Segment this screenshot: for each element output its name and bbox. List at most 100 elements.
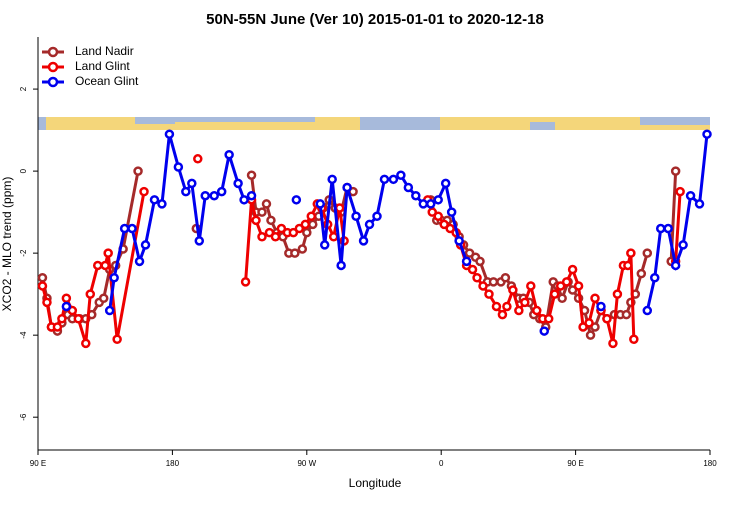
data-point <box>584 318 594 328</box>
data-point <box>649 272 660 283</box>
y-tick-label: -2 <box>19 249 28 257</box>
data-point <box>621 309 632 320</box>
data-point <box>297 244 308 254</box>
data-point <box>702 129 712 139</box>
data-point <box>555 281 566 291</box>
legend-marker <box>47 61 59 73</box>
data-point <box>157 199 167 209</box>
data-point <box>578 322 588 332</box>
data-point <box>636 268 647 279</box>
data-point <box>57 314 67 324</box>
data-point <box>549 289 560 299</box>
data-point <box>42 297 52 308</box>
data-point <box>557 293 567 304</box>
legend-marker <box>47 46 59 58</box>
data-point <box>439 219 449 230</box>
series-line <box>41 191 682 344</box>
data-point <box>257 207 267 217</box>
data-point <box>502 301 512 312</box>
data-point <box>61 293 72 304</box>
data-point <box>379 174 390 185</box>
legend-label: Ocean Glint <box>75 74 139 88</box>
data-point <box>685 190 696 201</box>
data-point <box>139 186 149 197</box>
data-point <box>590 322 600 332</box>
data-point <box>532 305 542 316</box>
data-point <box>425 199 436 209</box>
data-point <box>61 301 72 312</box>
data-point <box>461 256 472 267</box>
ocean-patch <box>640 117 710 125</box>
data-point <box>484 289 494 299</box>
data-point <box>561 277 572 287</box>
data-point <box>270 231 281 242</box>
data-point <box>351 211 361 221</box>
data-point <box>327 174 337 185</box>
y-tick-label: -4 <box>19 331 28 339</box>
data-point <box>467 264 478 275</box>
data-point <box>472 272 482 283</box>
x-axis-label: Longitude <box>349 476 402 490</box>
data-point <box>411 190 421 201</box>
data-point <box>590 293 600 304</box>
data-point <box>567 264 578 275</box>
data-point <box>642 248 653 258</box>
data-point <box>246 170 257 180</box>
data-point <box>133 166 143 176</box>
data-point <box>193 154 203 164</box>
data-point <box>92 260 103 271</box>
chart-title: 50N-55N June (Ver 10) 2015-01-01 to 2020… <box>206 11 544 28</box>
data-point <box>216 186 227 197</box>
data-point <box>187 178 197 189</box>
ocean-patch <box>530 122 555 130</box>
data-point <box>112 334 122 345</box>
data-point <box>291 195 302 205</box>
data-point <box>119 223 130 234</box>
data-point <box>678 240 688 250</box>
data-point <box>623 260 633 271</box>
data-point <box>306 211 317 221</box>
data-point <box>629 334 639 345</box>
data-point <box>520 297 530 308</box>
x-tick-label: 90 E <box>30 459 46 468</box>
data-point <box>364 219 375 230</box>
data-point <box>539 326 549 336</box>
y-tick-label: 0 <box>19 168 28 173</box>
data-point <box>433 195 443 205</box>
data-point <box>655 223 666 234</box>
y-axis-label: XCO2 - MLO trend (ppm) <box>0 177 14 312</box>
data-point <box>403 182 414 193</box>
data-point <box>488 277 499 287</box>
data-point <box>478 281 488 291</box>
data-point <box>418 199 429 209</box>
data-point <box>612 289 623 299</box>
data-point <box>104 305 115 316</box>
data-point <box>500 272 511 283</box>
data-point <box>642 305 653 316</box>
data-point <box>81 338 91 349</box>
y-tick-label: -6 <box>19 413 28 421</box>
data-point <box>67 305 78 316</box>
data-point <box>464 248 475 258</box>
data-point <box>134 256 145 267</box>
data-point <box>52 322 63 332</box>
data-point <box>342 182 352 193</box>
data-point <box>446 207 457 217</box>
data-point <box>454 236 464 246</box>
ocean-patch <box>175 117 315 122</box>
data-point <box>475 256 485 267</box>
data-point <box>372 211 382 221</box>
data-point <box>140 240 151 250</box>
data-point <box>200 190 211 201</box>
y-tick-label: 2 <box>19 86 28 91</box>
data-point <box>103 248 113 258</box>
data-point <box>508 285 518 295</box>
data-point <box>573 281 584 291</box>
data-point <box>308 219 318 230</box>
data-point <box>85 289 96 299</box>
x-tick-label: 90 E <box>567 459 583 468</box>
data-point <box>585 330 596 340</box>
data-point <box>319 240 330 250</box>
data-point <box>290 248 300 258</box>
